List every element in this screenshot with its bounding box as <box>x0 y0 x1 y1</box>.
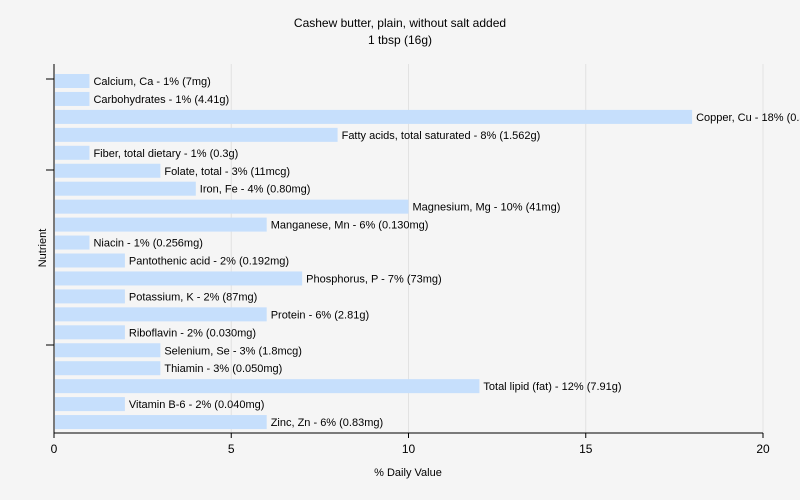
bar-label: Total lipid (fat) - 12% (7.91g) <box>483 381 621 393</box>
bar-label: Calcium, Ca - 1% (7mg) <box>93 76 210 88</box>
bar-label: Riboflavin - 2% (0.030mg) <box>129 327 256 339</box>
bar-label: Pantothenic acid - 2% (0.192mg) <box>129 256 289 268</box>
bar-label: Protein - 6% (2.81g) <box>271 309 369 321</box>
x-tick-label: 15 <box>579 442 593 456</box>
bar-label: Vitamin B-6 - 2% (0.040mg) <box>129 399 265 411</box>
chart-title: Cashew butter, plain, without salt added <box>294 16 506 30</box>
bar <box>55 217 267 232</box>
bar-label: Potassium, K - 2% (87mg) <box>129 291 257 303</box>
bar-label: Selenium, Se - 3% (1.8mcg) <box>164 345 302 357</box>
bars: Calcium, Ca - 1% (7mg) Carbohydrates - 1%… <box>55 73 800 430</box>
bar <box>55 397 125 412</box>
x-tick-label: 10 <box>402 442 416 456</box>
bar-label: Phosphorus, P - 7% (73mg) <box>306 273 442 285</box>
x-axis-title: % Daily Value <box>374 467 442 479</box>
x-tick-label: 20 <box>756 442 770 456</box>
bar-label: Magnesium, Mg - 10% (41mg) <box>413 202 561 214</box>
bar <box>55 199 409 214</box>
bar <box>55 343 161 358</box>
bar <box>55 145 90 160</box>
bar <box>55 91 90 106</box>
x-tick-label: 5 <box>228 442 235 456</box>
bar <box>55 163 161 178</box>
bar <box>55 235 90 250</box>
bar <box>55 415 267 430</box>
bar <box>55 73 90 89</box>
bar-label: Copper, Cu - 18% (0.350mg) <box>696 112 800 124</box>
bar-label: Carbohydrates - 1% (4.41g) <box>93 94 229 106</box>
axes: 0 5 10 15 20 <box>46 64 770 456</box>
bar <box>55 307 267 322</box>
bar <box>55 379 480 394</box>
bar-label: Iron, Fe - 4% (0.80mg) <box>200 184 311 196</box>
bar-label: Fatty acids, total saturated - 8% (1.562… <box>342 130 541 142</box>
x-tick-label: 0 <box>51 442 58 456</box>
bar <box>55 253 125 268</box>
bar-label: Folate, total - 3% (11mcg) <box>164 166 290 178</box>
bar-label: Fiber, total dietary - 1% (0.3g) <box>93 148 238 160</box>
bar <box>55 127 338 142</box>
chart-subtitle: 1 tbsp (16g) <box>368 33 432 47</box>
bar <box>55 109 693 124</box>
bar <box>55 361 161 376</box>
bar <box>55 271 303 286</box>
bar-label: Thiamin - 3% (0.050mg) <box>164 363 282 375</box>
bar <box>55 325 125 340</box>
bar-label: Zinc, Zn - 6% (0.83mg) <box>271 417 383 429</box>
y-axis-title: Nutrient <box>37 229 49 268</box>
bar <box>55 289 125 304</box>
bar <box>55 181 196 196</box>
grid-lines <box>230 64 764 433</box>
bar-label: Manganese, Mn - 6% (0.130mg) <box>271 220 429 232</box>
bar-label: Niacin - 1% (0.256mg) <box>93 238 202 250</box>
